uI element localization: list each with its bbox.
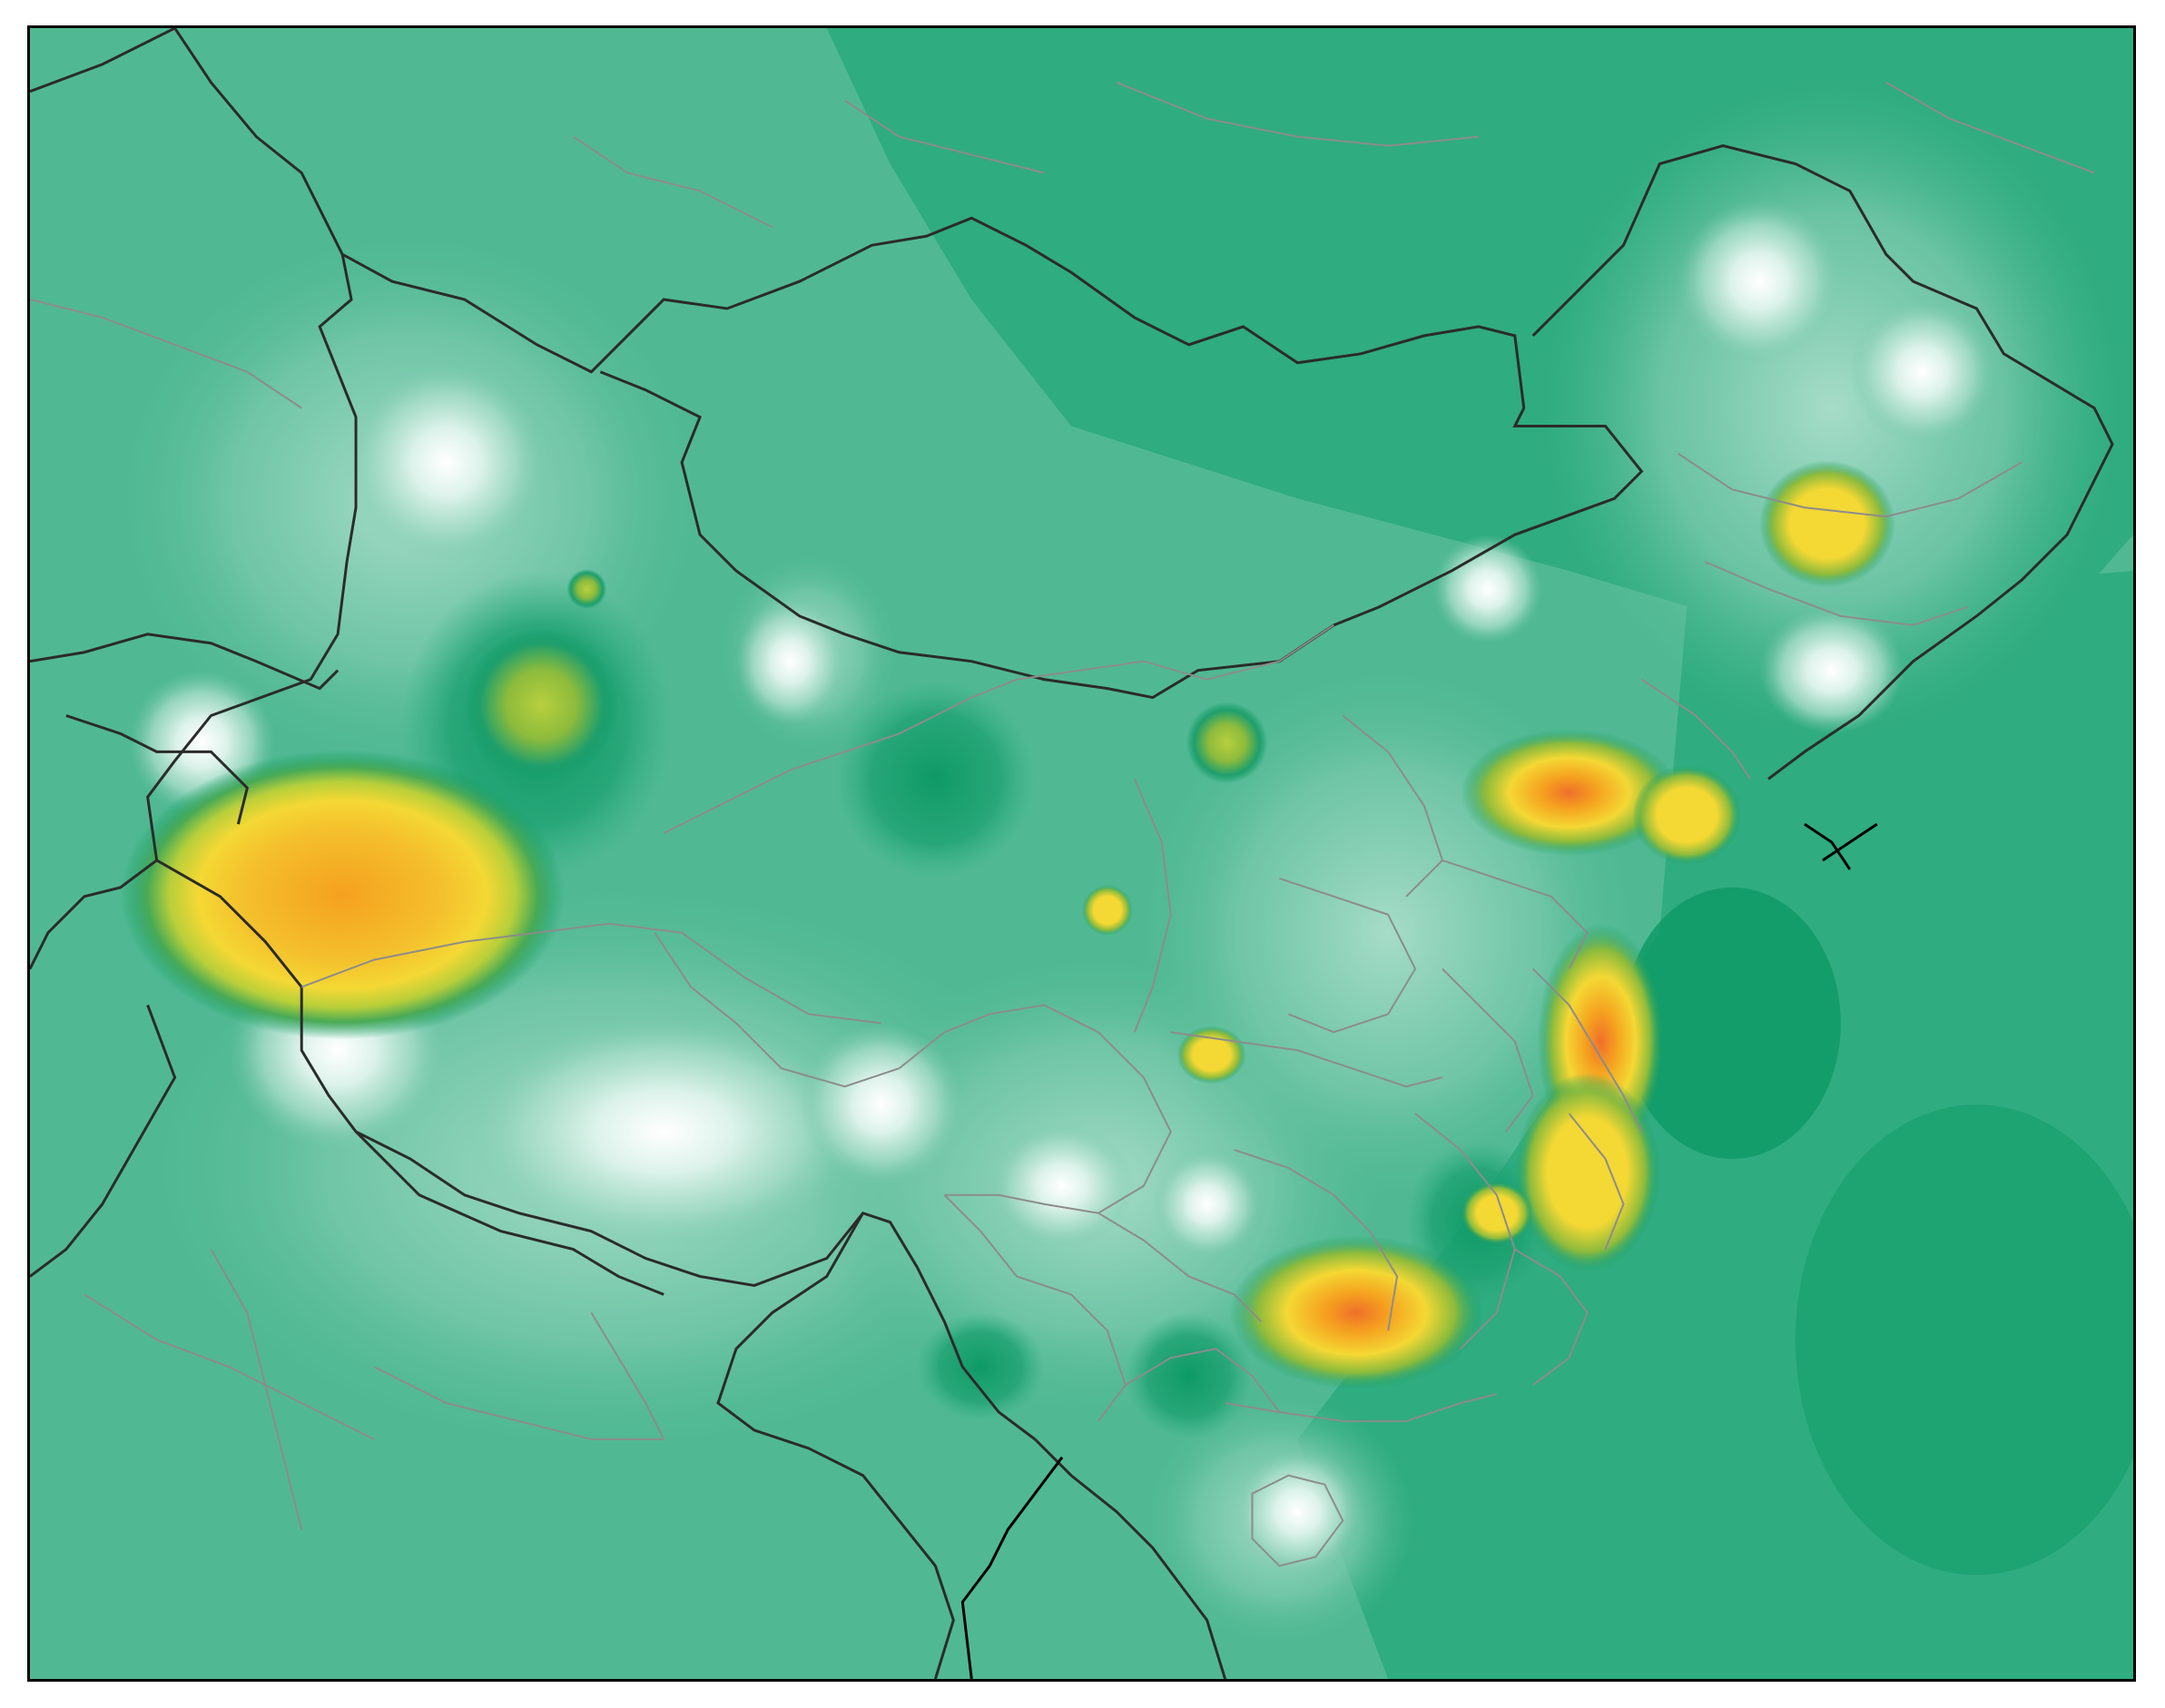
mongolia-province-border-2	[844, 99, 1045, 174]
hunan-hot-spot	[1229, 1235, 1483, 1390]
aksu-olive-spot	[464, 627, 619, 782]
mongolia-province-border-1	[572, 135, 773, 229]
china-west-border	[146, 253, 1037, 1441]
hunan-border	[1234, 1148, 1399, 1331]
heilongjiang-east-white-spot	[1849, 299, 1995, 445]
hubei-border	[1170, 1031, 1443, 1088]
guangdong-border	[1225, 1393, 1498, 1422]
mongolia-white-spot	[1432, 535, 1542, 643]
pakistan-india-border	[30, 1004, 177, 1278]
gansu-qinghai-border	[663, 678, 1018, 834]
afghan-pakistan-border	[30, 859, 158, 970]
xinjiang-tibet-border	[300, 922, 881, 1025]
shaanxi-border	[1133, 778, 1172, 1033]
xinjiang-north-white-spot	[347, 362, 546, 563]
jiangxi-border	[1414, 1113, 1516, 1350]
north-korea-dark-region	[1696, 724, 1950, 888]
hot-spot-layer	[120, 460, 1895, 1390]
shandong-border	[1442, 859, 1589, 970]
russia-west-border	[30, 28, 176, 93]
inner-mongolia-white-spot	[735, 597, 845, 725]
east-sea-darkest-region	[1623, 887, 1841, 1159]
bangladesh-border	[590, 1311, 665, 1440]
liaoning-border	[1640, 678, 1751, 780]
zhejiang-hot-spot	[1514, 1073, 1660, 1272]
china-north-border	[341, 216, 1644, 700]
india-state-border-1	[84, 1293, 375, 1440]
jiangxi-yellow-spot	[1460, 1181, 1533, 1245]
russia-province-border	[1116, 81, 1479, 147]
china-northeast-border	[1531, 144, 2114, 780]
tibet-white-spot	[464, 1014, 863, 1250]
bohai-yellow-spot	[1632, 765, 1742, 865]
hainan-white-spot	[1234, 1448, 1362, 1575]
korea-coast	[1804, 822, 1852, 870]
zhejiang-border	[1568, 1113, 1625, 1250]
guizhou-white-spot	[1152, 1149, 1262, 1259]
anhui-border	[1442, 967, 1534, 1133]
kyrgyz-border	[65, 714, 250, 825]
henan-border	[1279, 877, 1417, 1034]
china-heatmap	[30, 28, 2133, 1679]
jilin-border	[1704, 561, 1968, 626]
jilin-white-spot	[1759, 606, 1904, 734]
india-state-border-3	[373, 1366, 664, 1440]
heatmap-frame	[27, 25, 2136, 1682]
fujian-border	[1514, 1248, 1589, 1386]
laos-vietnam-border	[1034, 1438, 1227, 1679]
japan-coast	[1822, 822, 1878, 862]
sichuan-border	[898, 1004, 1172, 1214]
kashgar-hot-spot	[120, 750, 565, 1040]
vietnam-coast	[960, 1456, 1064, 1679]
yunnan-white-spot	[989, 1123, 1135, 1250]
yunnan-dark-spot	[917, 1312, 1045, 1421]
heilongjiang-white-spot	[1678, 200, 1841, 363]
russia-east-province-border	[1885, 81, 2095, 174]
mongolia-north-border	[173, 28, 344, 255]
hainan-outline	[1251, 1474, 1344, 1567]
guangxi-dark-spot	[1125, 1312, 1253, 1439]
kazakh-province-border	[30, 299, 302, 409]
jiangsu-border	[1532, 967, 1643, 1133]
beijing-tianjin-hot-spot	[1460, 729, 1678, 856]
heilongjiang-border	[1677, 452, 2022, 518]
inner-mongolia-border	[1017, 624, 1334, 681]
hebei-border	[1342, 714, 1444, 898]
provincial-border-layer	[30, 81, 2095, 1567]
myanmar-border	[716, 1212, 955, 1679]
shaanxi-yellow-spot	[1081, 884, 1133, 936]
qinghai-white-spot	[799, 1023, 963, 1186]
guizhou-border	[1097, 1212, 1263, 1323]
east-sea-darkest-region-2	[1796, 1104, 2133, 1575]
gansu-dark-spot	[835, 679, 1036, 879]
guangxi-border	[1125, 1348, 1281, 1413]
kazakh-border	[30, 633, 340, 691]
national-border-layer	[30, 28, 2114, 1679]
ningxia-olive-spot	[1186, 702, 1268, 784]
qinghai-tibet-border	[654, 932, 900, 1088]
india-state-border-2	[210, 1249, 303, 1530]
harbin-yellow-spot	[1759, 460, 1895, 587]
urumqi-olive-spot	[566, 569, 607, 609]
nepal-border	[355, 1130, 664, 1296]
